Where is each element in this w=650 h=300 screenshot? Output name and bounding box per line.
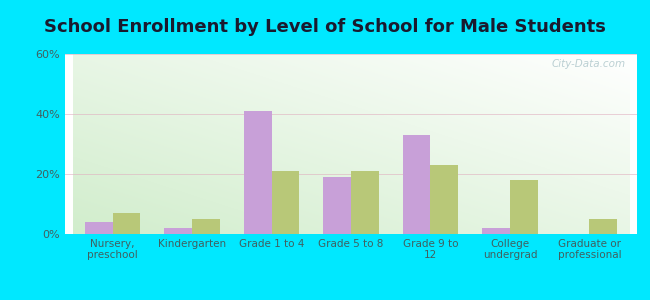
- Bar: [510, 180, 538, 234]
- Bar: [192, 219, 220, 234]
- Text: School Enrollment by Level of School for Male Students: School Enrollment by Level of School for…: [44, 18, 606, 36]
- Bar: [272, 171, 300, 234]
- Bar: [244, 111, 272, 234]
- Bar: [323, 177, 351, 234]
- Bar: [112, 213, 140, 234]
- Bar: [85, 222, 112, 234]
- Bar: [590, 219, 617, 234]
- Bar: [482, 228, 510, 234]
- Bar: [402, 135, 430, 234]
- Bar: [164, 228, 192, 234]
- Text: City-Data.com: City-Data.com: [551, 59, 625, 69]
- Bar: [351, 171, 379, 234]
- Bar: [430, 165, 458, 234]
